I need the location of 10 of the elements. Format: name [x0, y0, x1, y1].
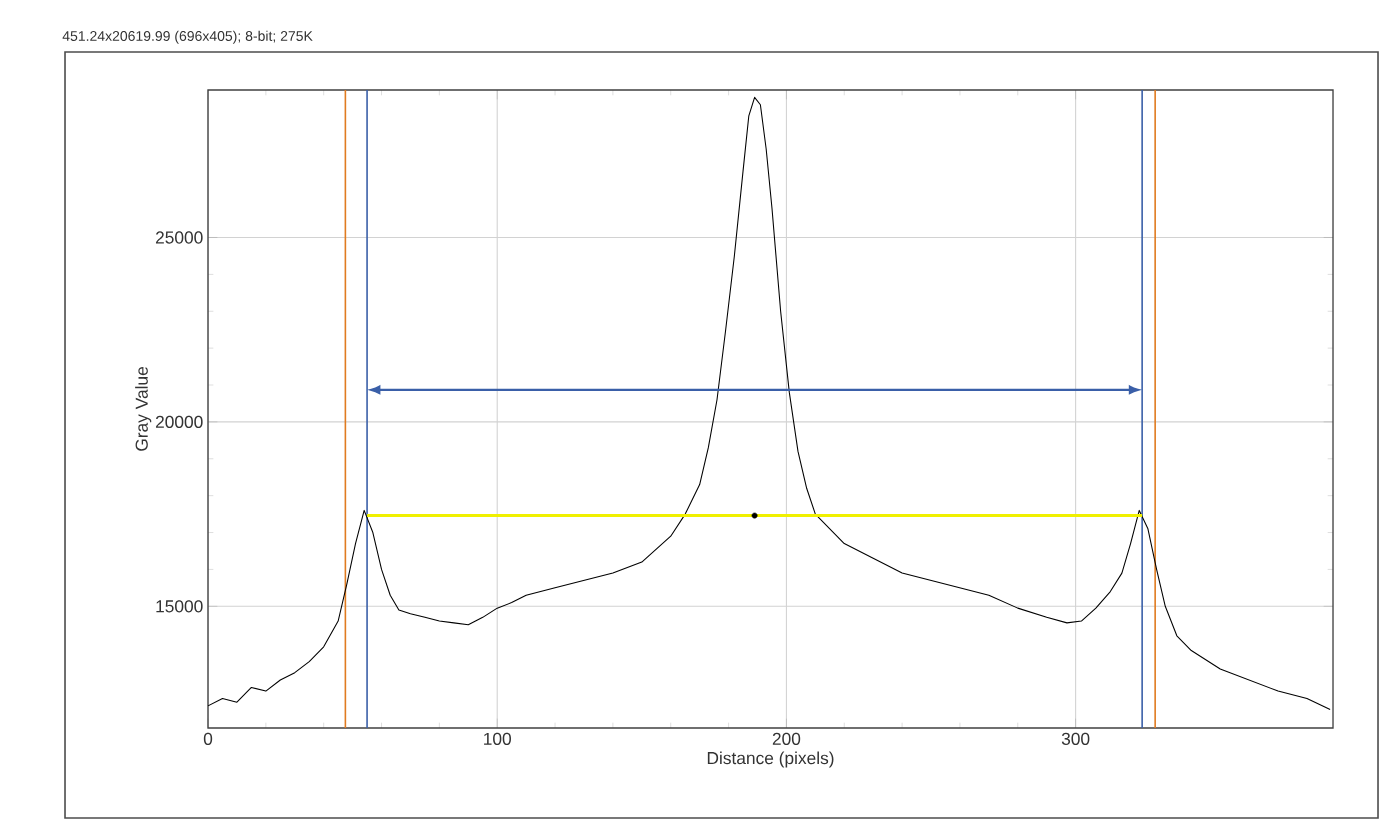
y-axis-title: Gray Value	[135, 367, 152, 451]
x-tick-label: 0	[203, 732, 213, 745]
x-axis-title: Distance (pixels)	[707, 751, 834, 768]
x-tick-label: 300	[1061, 732, 1090, 745]
x-tick-label: 200	[772, 732, 801, 745]
y-tick-label: 25000	[155, 231, 203, 244]
x-tick-label: 100	[484, 732, 511, 745]
chart-title: 451.24x20619.99 (696x405); 8-bit; 275K	[62, 30, 313, 44]
y-tick-label: 15000	[156, 600, 203, 613]
y-tick-label: 20000	[155, 415, 203, 429]
